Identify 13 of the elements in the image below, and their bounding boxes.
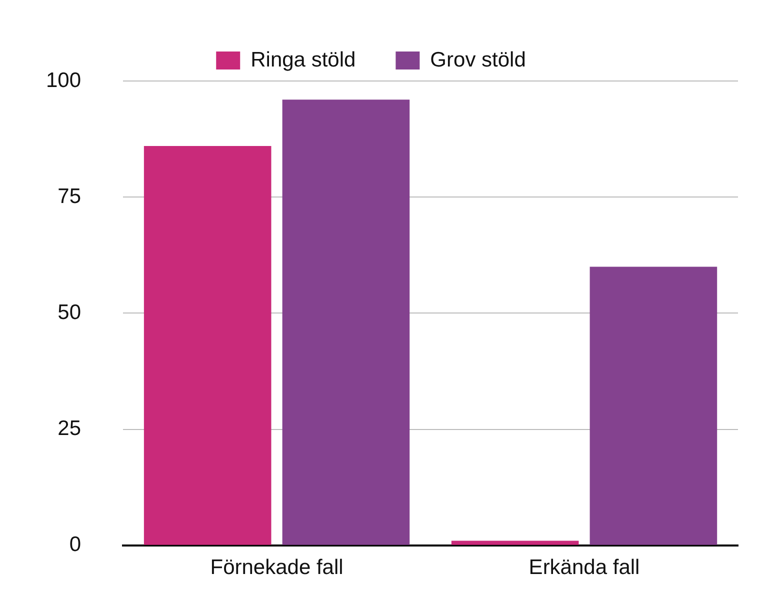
legend-label: Grov stöld <box>430 48 526 72</box>
bar <box>451 540 579 545</box>
y-tick-label: 100 <box>46 68 82 92</box>
legend-label: Ringa stöld <box>250 48 356 72</box>
y-tick-label: 0 <box>69 533 82 556</box>
y-tick-label: 50 <box>58 300 82 324</box>
bar <box>282 100 410 545</box>
y-tick-label: 75 <box>58 184 82 208</box>
x-tick-label: Erkända fall <box>528 556 640 579</box>
bar <box>144 146 272 545</box>
x-tick-label: Förnekade fall <box>210 556 344 579</box>
bar <box>590 266 718 545</box>
y-tick-label: 25 <box>58 417 82 440</box>
